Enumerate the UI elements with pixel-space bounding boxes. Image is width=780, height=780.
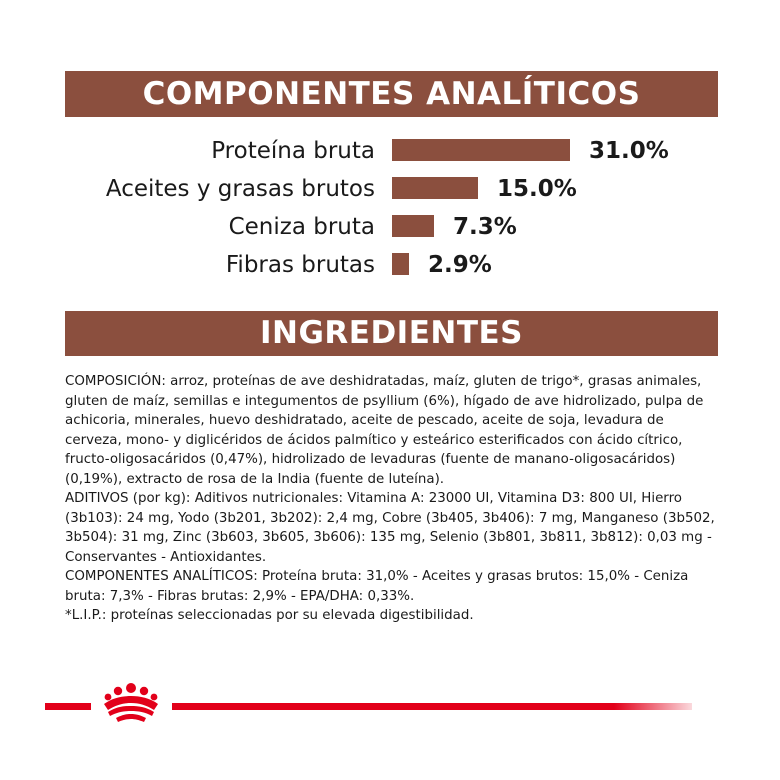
analytics-title-banner: COMPONENTES ANALÍTICOS: [65, 71, 718, 117]
footer-line-right: [172, 703, 692, 710]
bar-row: Ceniza bruta 7.3%: [0, 210, 780, 244]
ingredients-text: COMPOSICIÓN: arroz, proteínas de ave des…: [65, 372, 720, 626]
ingredients-title: INGREDIENTES: [259, 315, 523, 351]
bar-label: Aceites y grasas brutos: [105, 176, 375, 202]
bar-row: Fibras brutas 2.9%: [0, 248, 780, 282]
bar-row: Proteína bruta 31.0%: [0, 134, 780, 168]
ingredients-title-banner: INGREDIENTES: [65, 311, 718, 356]
analytic-components-paragraph: COMPONENTES ANALÍTICOS: Proteína bruta: …: [65, 569, 689, 604]
bar: [392, 253, 409, 275]
bar-value-label: 2.9%: [428, 252, 492, 278]
footer-line-left: [45, 703, 91, 710]
composition-paragraph: COMPOSICIÓN: arroz, proteínas de ave des…: [65, 374, 704, 487]
bar: [392, 139, 570, 161]
analytics-title: COMPONENTES ANALÍTICOS: [142, 76, 641, 112]
bar-value-label: 31.0%: [589, 138, 669, 164]
bar: [392, 215, 434, 237]
bar-row: Aceites y grasas brutos 15.0%: [0, 172, 780, 206]
lip-note-paragraph: *L.I.P.: proteínas seleccionadas por su …: [65, 608, 474, 623]
additives-paragraph: ADITIVOS (por kg): Aditivos nutricionale…: [65, 491, 715, 565]
bar-label: Fibras brutas: [225, 252, 375, 278]
bar-value-label: 7.3%: [453, 214, 517, 240]
bar-label: Proteína bruta: [211, 138, 375, 164]
bar-value-label: 15.0%: [497, 176, 577, 202]
bar-label: Ceniza bruta: [228, 214, 375, 240]
royal-canin-crown-icon: [104, 683, 158, 722]
bar: [392, 177, 478, 199]
